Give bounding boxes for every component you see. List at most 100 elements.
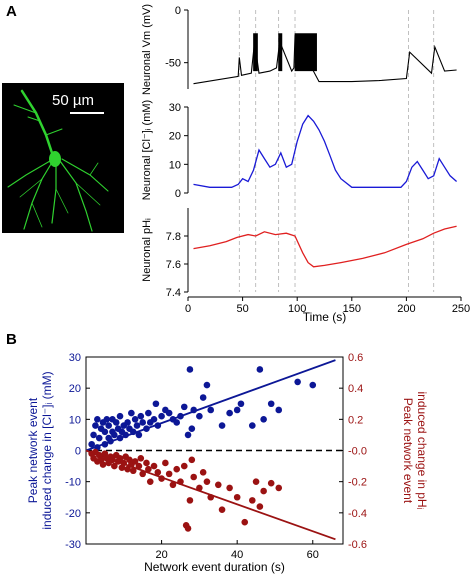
time-x-tick-label-0: 0 — [185, 303, 191, 315]
ph-point-12 — [111, 462, 118, 470]
cl-point-24 — [124, 419, 131, 426]
right-y-tick-label-3: -0.0 — [348, 446, 367, 458]
cl-point-37 — [152, 400, 160, 408]
cl-point-39 — [158, 412, 165, 420]
ph-point-22 — [129, 467, 137, 475]
cl-point-8 — [101, 440, 109, 448]
right-y-tick-label-1: 0.4 — [348, 383, 363, 395]
ph-point-31 — [154, 469, 162, 476]
ph-point-36 — [173, 465, 181, 473]
ph-point-45 — [199, 469, 207, 476]
cl-point-23 — [122, 431, 129, 439]
left-y-tick-label-5: -20 — [65, 508, 81, 520]
ph-point-47 — [207, 493, 215, 501]
cl-point-50 — [196, 412, 203, 420]
cl-y-label: Neuronal [Cl⁻]ᵢ (mM) — [141, 100, 153, 200]
cl-point-5 — [95, 434, 103, 442]
cl-point-31 — [137, 412, 145, 420]
cl-point-46 — [184, 431, 192, 439]
panel-label-a: A — [6, 3, 17, 20]
scatter-x-label: Network event duration (s) — [144, 560, 285, 574]
cl-point-43 — [173, 419, 181, 426]
cl-point-10 — [103, 416, 111, 423]
ph-point-50 — [226, 484, 233, 492]
left-y-tick-label-2: 10 — [69, 414, 81, 426]
cl-point-16 — [111, 431, 118, 439]
cl-point-19 — [116, 434, 124, 442]
neuron-drawing: 50 µm — [7, 89, 109, 232]
right-y-tick-label-5: -0.4 — [348, 508, 367, 520]
scatter-x-tick-label-0: 20 — [155, 549, 167, 561]
scatter-x-tick-label-1: 40 — [231, 549, 243, 561]
ph-point-6 — [99, 461, 107, 468]
cl-point-64 — [309, 381, 317, 389]
time-x-tick-label-4: 200 — [397, 303, 415, 315]
ph-point-19 — [124, 465, 131, 473]
ph-point-11 — [109, 456, 116, 464]
cl-point-13 — [107, 437, 114, 445]
cl-point-48 — [188, 425, 196, 432]
ph-point-54 — [252, 478, 260, 485]
cl-trace — [193, 114, 458, 188]
ph-point-46 — [203, 478, 211, 485]
time-x-tick-label-3: 150 — [343, 303, 361, 315]
cl-point-34 — [145, 409, 152, 417]
cl-point-61 — [267, 400, 275, 408]
cl-point-9 — [101, 428, 109, 436]
ph-point-53 — [248, 497, 256, 504]
cl-point-53 — [207, 406, 215, 414]
cl-point-56 — [233, 406, 241, 414]
ph-point-48 — [214, 481, 222, 489]
cl-point-27 — [129, 428, 137, 436]
ph-point-28 — [145, 465, 152, 473]
cl-point-33 — [143, 425, 150, 432]
cl-y-tick-label-1: 10 — [169, 159, 181, 171]
cl-point-57 — [237, 400, 245, 408]
ph-point-35 — [169, 481, 177, 489]
vm-burst-0 — [253, 33, 258, 72]
ph-point-56 — [260, 487, 267, 495]
cl-point-41 — [165, 409, 173, 417]
neuron-micrograph: 50 µm — [2, 83, 124, 233]
left-y-tick-label-4: -10 — [65, 477, 81, 489]
cl-point-62 — [275, 406, 283, 414]
cl-y-tick-label-3: 30 — [169, 102, 181, 114]
ph-point-52 — [241, 518, 249, 526]
ph-point-34 — [165, 470, 173, 478]
cl-point-63 — [294, 378, 301, 386]
cl-point-44 — [177, 412, 184, 420]
ph-y-tick-label-2: 7.8 — [166, 231, 181, 243]
cl-point-30 — [135, 431, 143, 439]
ph-point-17 — [120, 459, 128, 467]
cl-y-tick-label-2: 20 — [169, 131, 181, 143]
cl-point-52 — [203, 381, 211, 389]
cl-point-51 — [199, 394, 207, 401]
ph-point-57 — [267, 479, 275, 487]
cl-point-49 — [190, 406, 198, 414]
time-x-tick-label-2: 100 — [288, 303, 306, 315]
ph-point-40 — [184, 525, 192, 532]
ph-point-43 — [190, 473, 198, 481]
cl-point-4 — [94, 416, 101, 423]
ph-point-58 — [275, 484, 283, 492]
cl-y-tick-label-0: 0 — [175, 188, 181, 200]
cl-point-45 — [180, 403, 188, 411]
cl-point-2 — [92, 422, 99, 429]
vm-trace — [193, 34, 457, 85]
cl-point-36 — [150, 416, 158, 423]
ph-point-30 — [150, 462, 158, 470]
vm-y-label: Neuronal Vm (mV) — [141, 4, 153, 95]
right-y-tick-label-6: -0.6 — [348, 539, 367, 551]
ph-point-25 — [137, 454, 145, 462]
right-y-label-line-1: Peak network event — [401, 398, 415, 504]
panel-label-b: B — [6, 331, 17, 348]
cl-point-38 — [154, 422, 162, 429]
time-x-tick-label-5: 250 — [452, 303, 470, 315]
cl-point-26 — [128, 409, 135, 417]
left-y-label-line-2: induced change in [Cl⁻]ᵢ (mM) — [40, 371, 54, 529]
ph-point-51 — [233, 493, 241, 501]
ph-point-29 — [146, 478, 154, 485]
scale-bar-label: 50 µm — [52, 92, 94, 109]
time-x-label: Time (s) — [303, 310, 347, 324]
